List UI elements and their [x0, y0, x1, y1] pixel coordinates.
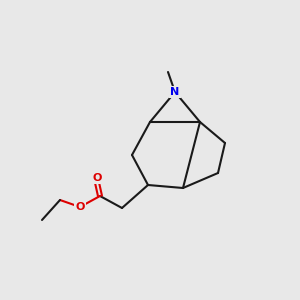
Text: O: O — [75, 202, 85, 212]
Text: O: O — [92, 173, 102, 183]
Text: N: N — [170, 87, 180, 97]
